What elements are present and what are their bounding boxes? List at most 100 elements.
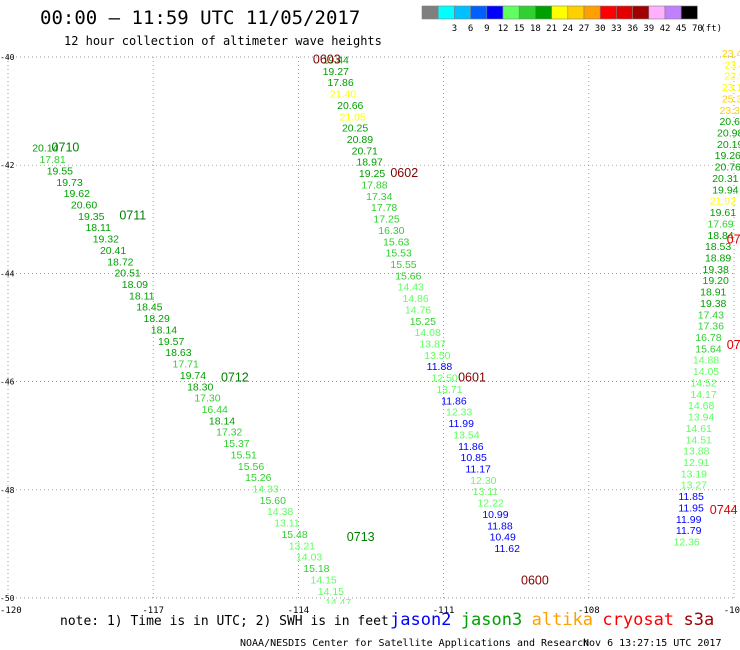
wave-height-value: 17.69 [707, 218, 733, 230]
wave-height-value: 20.89 [347, 134, 373, 146]
wave-height-value: 18.14 [209, 415, 235, 427]
color-scale-swatch [518, 5, 536, 20]
color-scale-label: 15 [514, 24, 525, 34]
wave-height-value: 18.97 [356, 157, 382, 169]
wave-height-value: 11.99 [448, 418, 474, 430]
color-scale-label: 18 [530, 24, 541, 34]
y-tick-label: -46 [0, 378, 15, 387]
color-scale-legend: 3 6 9 12 15 18 21 24 27 30 33 36 39 42 45 70(ft) [421, 5, 722, 34]
color-scale-label: 39 [643, 24, 654, 34]
wave-height-value: 18.72 [107, 256, 133, 268]
wave-height-value: 17.32 [216, 427, 242, 439]
satellite-jason3: jason3 [461, 610, 522, 630]
time-label: 07 [727, 233, 740, 247]
time-label: 0712 [221, 371, 249, 385]
x-tick-label: -114 [288, 606, 310, 616]
wave-height-value: 15.53 [386, 248, 412, 260]
time-label: 07 [727, 338, 740, 352]
wave-height-value: 23.44 [722, 48, 740, 60]
color-scale-swatch [599, 5, 617, 20]
wave-height-value: 20.31 [712, 173, 738, 185]
wave-height-value: 11.99 [676, 514, 702, 526]
color-scale-swatch [421, 5, 439, 20]
color-scale-swatch [551, 5, 569, 20]
wave-height-value: 15.18 [303, 563, 329, 575]
wave-height-value: 14.17 [690, 389, 716, 401]
y-tick-label: -44 [0, 269, 15, 278]
color-scale-swatch [680, 5, 698, 20]
wave-height-value: 10.85 [461, 452, 487, 464]
color-scale-swatch [616, 5, 633, 20]
wave-height-value: 14.33 [252, 484, 278, 496]
wave-height-value: 14.47 [325, 597, 351, 609]
x-tick-label: -117 [142, 606, 164, 616]
wave-height-value: 18.11 [129, 290, 155, 302]
wave-height-value: 19.57 [158, 336, 184, 348]
wave-height-value: 10.99 [482, 509, 508, 521]
wave-height-value: 17.88 [361, 179, 387, 191]
wave-height-value: 20.98 [717, 128, 740, 140]
wave-height-value: 12.91 [683, 457, 709, 469]
wave-height-value: 18.53 [705, 241, 731, 253]
color-scale-label: 42 [660, 24, 671, 34]
wave-height-value: 17.34 [366, 191, 392, 203]
wave-height-value: 21.05 [340, 111, 366, 123]
wave-height-value: 19.26 [715, 150, 740, 162]
wave-height-value: 18.91 [700, 287, 726, 299]
wave-height-value: 18.84 [707, 230, 733, 242]
wave-height-value: 12.30 [470, 475, 496, 487]
wave-height-value: 14.15 [318, 586, 344, 598]
wave-height-value: 12.22 [477, 498, 503, 510]
color-scale-swatch [664, 5, 682, 20]
wave-height-value: 18.30 [187, 381, 213, 393]
wave-height-value: 17.81 [39, 154, 65, 166]
wave-height-value: 19.61 [710, 207, 736, 219]
wave-height-value: 13.54 [453, 429, 479, 441]
color-scale-swatch [583, 5, 601, 20]
wave-height-value: 18.09 [122, 279, 148, 291]
wave-height-value: 16.30 [378, 225, 404, 237]
wave-height-value: 15.55 [390, 259, 416, 271]
wave-height-value: 17.43 [698, 309, 724, 321]
color-scale-label: 30 [595, 24, 606, 34]
wave-height-value: 20.71 [352, 145, 378, 157]
x-tick-label: -111 [433, 606, 455, 616]
color-scale-label: 27 [579, 24, 590, 34]
wave-height-value: 18.14 [151, 324, 177, 336]
wave-height-value: 13.11 [473, 486, 499, 498]
wave-height-value: 13.71 [436, 384, 462, 396]
wave-height-value: 21.40 [330, 89, 356, 101]
wave-height-value: 21.92 [710, 196, 736, 208]
plot-area: -120 -117 -114 -111 -108 -10 -40 -42 -44 -46 -48 -5… [0, 48, 740, 616]
x-tick-label: -108 [578, 606, 600, 616]
wave-height-value: 13.94 [688, 412, 714, 424]
wave-height-value: 15.48 [281, 529, 307, 541]
wave-height-value: 11.86 [458, 441, 484, 453]
wave-height-value: 18.11 [85, 222, 111, 234]
time-label: 0600 [521, 573, 549, 587]
wave-height-value: 13.50 [424, 350, 450, 362]
time-label: 0744 [710, 503, 738, 517]
satellite-cryosat: cryosat [602, 610, 674, 630]
color-scale-swatch [486, 5, 504, 20]
color-scale-label: 9 [484, 24, 489, 34]
wave-height-value: 11.17 [465, 463, 491, 475]
wave-height-value: 19.73 [56, 177, 82, 189]
wave-height-value: 14.03 [296, 552, 322, 564]
color-scale-unit: (ft) [700, 24, 722, 34]
wave-height-value: 13.87 [419, 339, 445, 351]
wave-height-value: 11.79 [676, 525, 702, 537]
wave-height-value: 14.15 [311, 574, 337, 586]
color-scale-label: 45 [676, 24, 687, 34]
wave-height-value: 11.85 [678, 491, 704, 503]
track-0744: 23.4423.4422.5123.1925.3523.3420.6420.98… [674, 48, 740, 549]
footer-credit: NOAA/NESDIS Center for Satellite Applica… [240, 638, 589, 649]
wave-height-value: 25.35 [722, 93, 740, 105]
wave-height-value: 13.88 [683, 446, 709, 458]
color-scale-swatch [567, 5, 585, 20]
wave-height-value: 14.52 [690, 377, 716, 389]
wave-height-value: 14.38 [267, 506, 293, 518]
wave-height-value: 19.35 [78, 211, 104, 223]
wave-height-value: 23.34 [719, 105, 740, 117]
